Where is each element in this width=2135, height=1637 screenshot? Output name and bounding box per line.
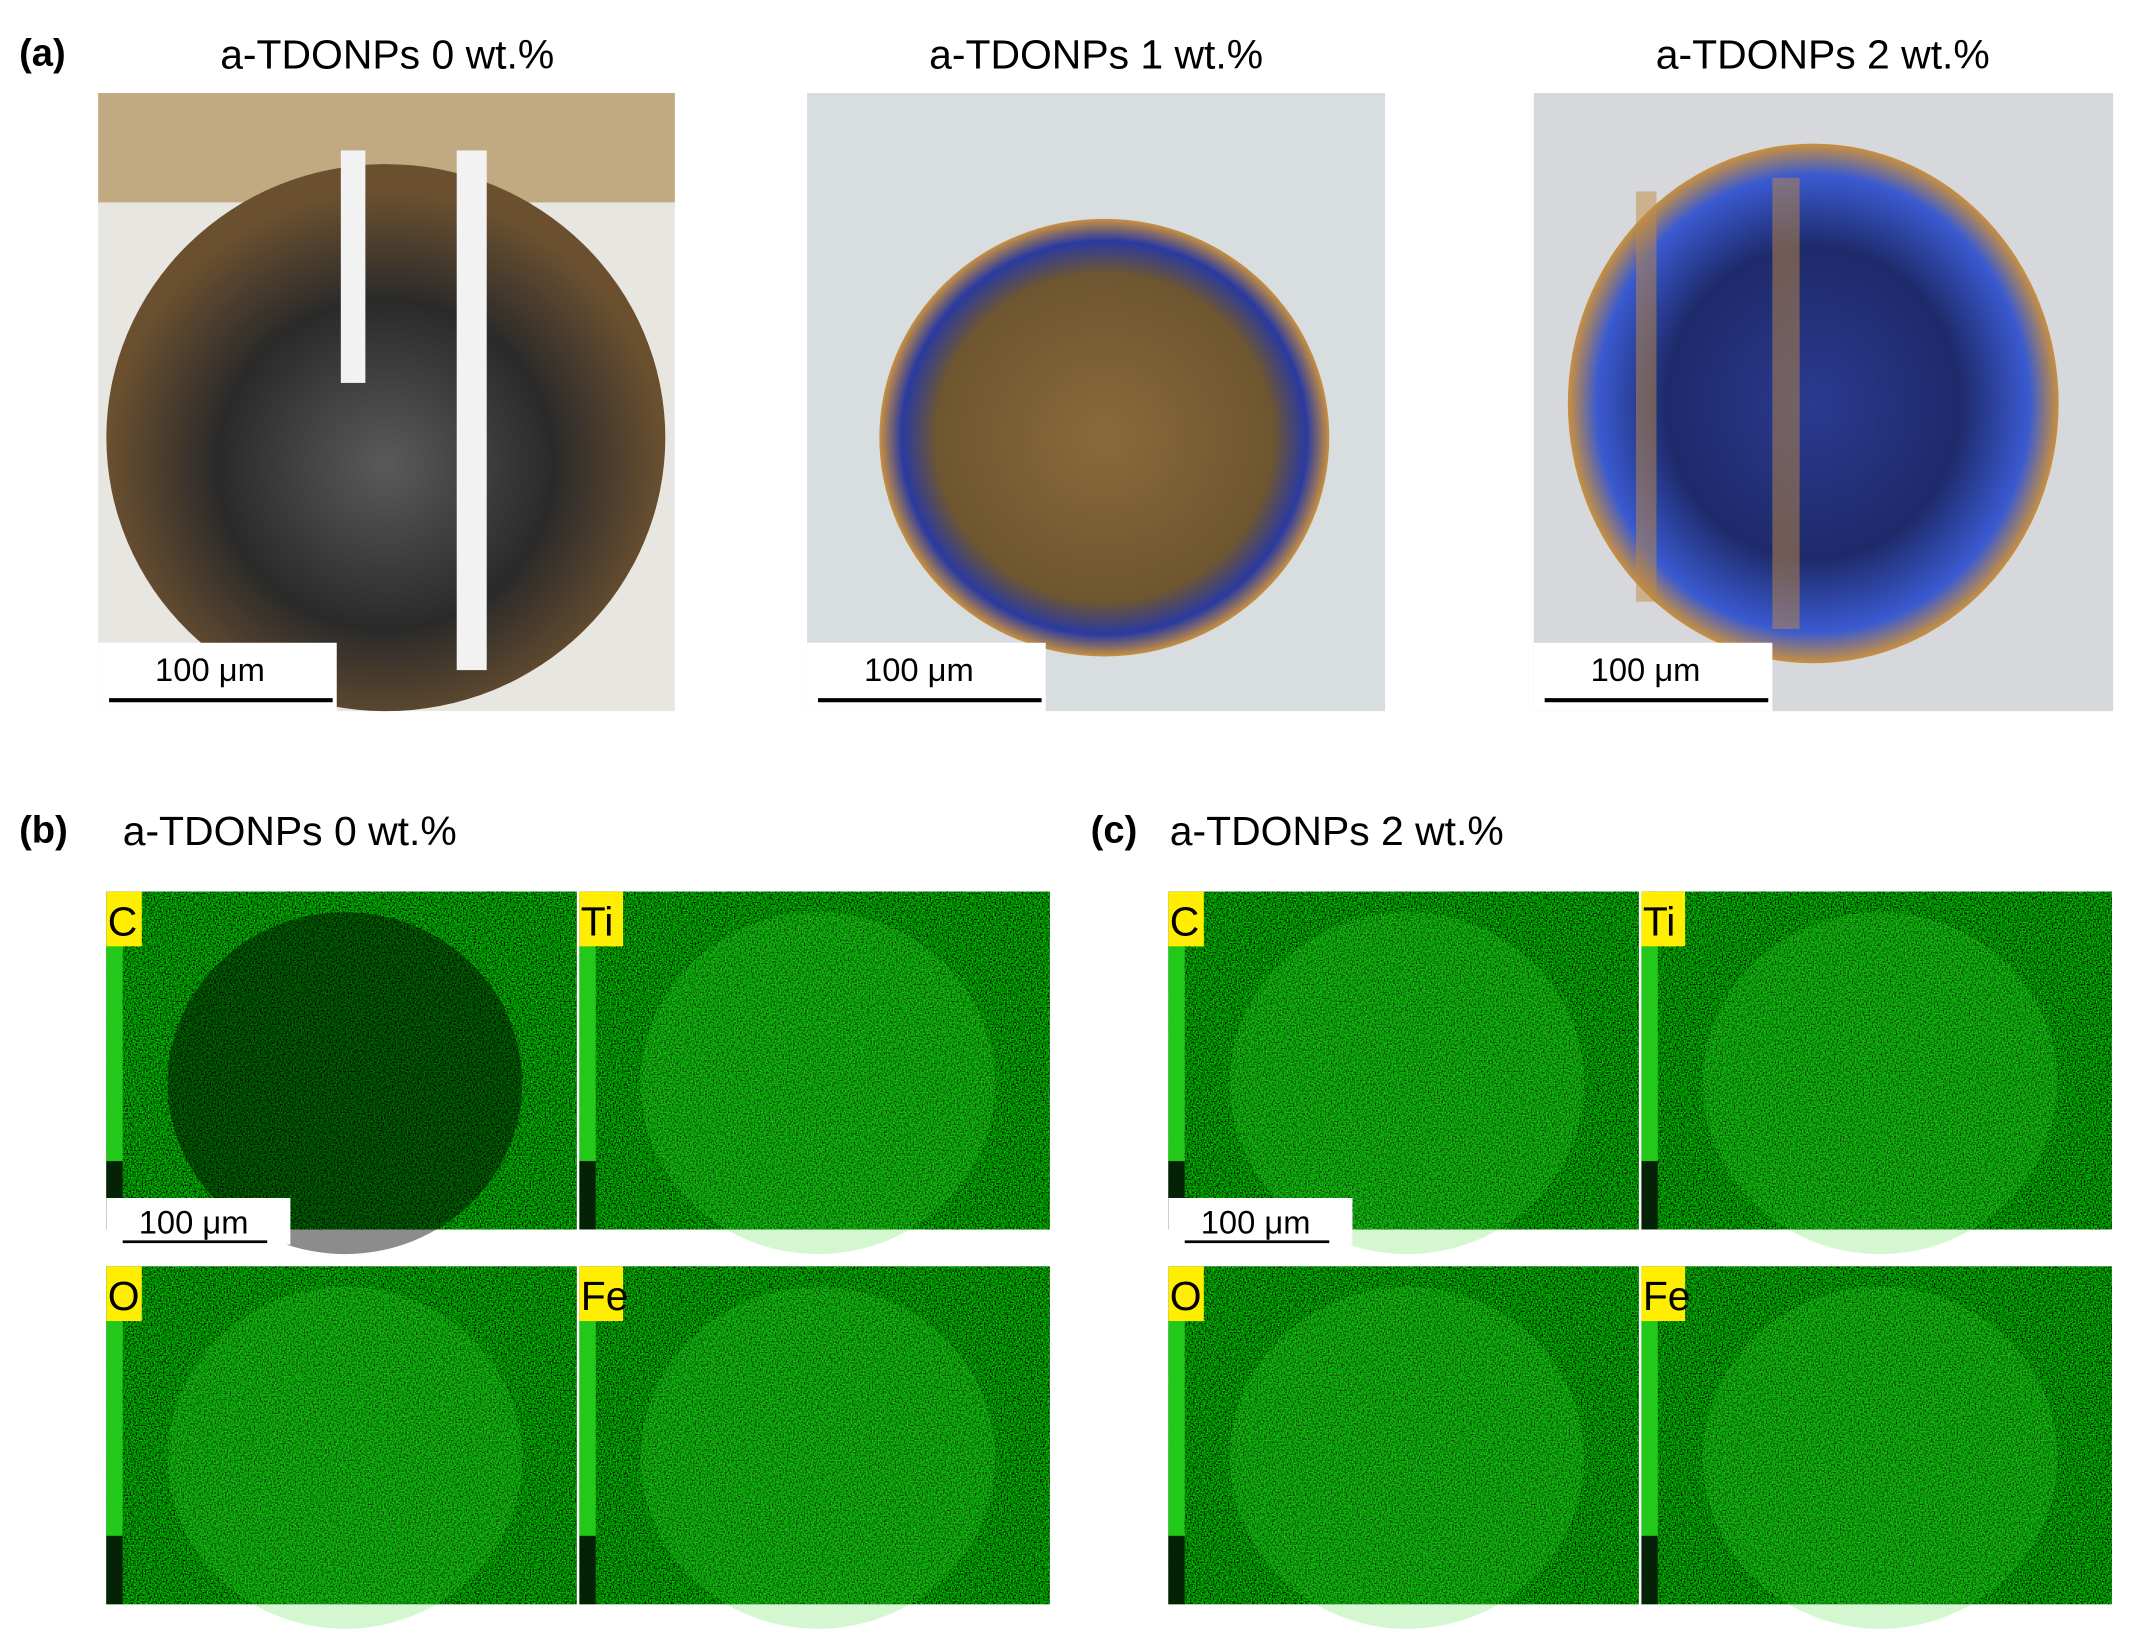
colorbar (106, 1321, 123, 1605)
colorbar-dark (579, 1161, 596, 1230)
element-label-box (1168, 1266, 1204, 1322)
map-noise (579, 1266, 1050, 1605)
map-region (1702, 1286, 2058, 1629)
panel-title: a-TDONPs 2 wt.% (1170, 808, 1504, 854)
element-map: Ti (579, 891, 1050, 1255)
element-label-box (106, 1266, 142, 1322)
element-map: C (106, 891, 577, 1255)
colorbar (579, 946, 596, 1230)
panel-label: (b) (19, 808, 68, 851)
scale-bar-box (1168, 1198, 1353, 1245)
element-map: O (106, 1266, 577, 1629)
scale-bar-label: 100 μm (1201, 1204, 1311, 1241)
colorbar (106, 946, 123, 1230)
element-label: O (108, 1273, 140, 1319)
element-map: Fe (579, 1266, 1050, 1629)
map-noise (1168, 1266, 1639, 1605)
micrograph (1533, 92, 2114, 712)
element-map: O (1168, 1266, 1639, 1629)
colorbar-dark (106, 1535, 123, 1605)
element-label-box (579, 1266, 624, 1322)
colorbar (1641, 1321, 1658, 1605)
colorbar-dark (1168, 1535, 1185, 1605)
element-label: C (1170, 898, 1200, 944)
scale-bar-label: 100 μm (864, 651, 974, 688)
map-region (167, 1286, 523, 1629)
map-region (640, 912, 996, 1255)
scale-bar-label: 100 μm (1591, 651, 1701, 688)
element-label: Fe (1643, 1273, 1691, 1319)
colorbar-dark (1641, 1161, 1658, 1230)
image-title: a-TDONPs 2 wt.% (1656, 31, 1990, 77)
colorbar (579, 1321, 596, 1605)
image-title: a-TDONPs 1 wt.% (929, 31, 1263, 77)
element-label-box (1168, 891, 1204, 947)
map-noise (106, 891, 577, 1230)
element-label: C (108, 898, 138, 944)
map-noise (1641, 1266, 2112, 1605)
image-title: a-TDONPs 0 wt.% (220, 31, 554, 77)
element-label-box (106, 891, 142, 947)
colorbar-dark (579, 1535, 596, 1605)
panel-label: (c) (1091, 808, 1138, 851)
micrograph (807, 92, 1386, 712)
element-map: Fe (1641, 1266, 2112, 1629)
panel-label: (a) (19, 32, 66, 75)
colorbar (1641, 946, 1658, 1230)
scale-bar-box (106, 1198, 291, 1245)
map-noise (1641, 891, 2112, 1230)
panel-title: a-TDONPs 0 wt.% (123, 808, 457, 854)
map-region (640, 1286, 996, 1629)
element-map: C (1168, 891, 1639, 1255)
map-noise (579, 891, 1050, 1230)
element-label: Ti (1643, 898, 1676, 944)
colorbar (1168, 946, 1185, 1230)
map-noise (106, 1266, 577, 1605)
element-label-box (579, 891, 624, 947)
element-label: Ti (581, 898, 614, 944)
colorbar (1168, 1321, 1185, 1605)
scale-bar-label: 100 μm (155, 651, 265, 688)
element-label: Fe (581, 1273, 629, 1319)
scale-bar-label: 100 μm (139, 1204, 249, 1241)
map-region (1229, 1286, 1585, 1629)
map-region (1702, 912, 2058, 1255)
element-label: O (1170, 1273, 1202, 1319)
colorbar-dark (1641, 1535, 1658, 1605)
micrograph (98, 92, 675, 712)
map-noise (1168, 891, 1639, 1230)
element-label-box (1641, 891, 1686, 947)
element-label-box (1641, 1266, 1686, 1322)
element-map: Ti (1641, 891, 2112, 1255)
map-region (167, 912, 523, 1255)
map-region (1229, 912, 1585, 1255)
